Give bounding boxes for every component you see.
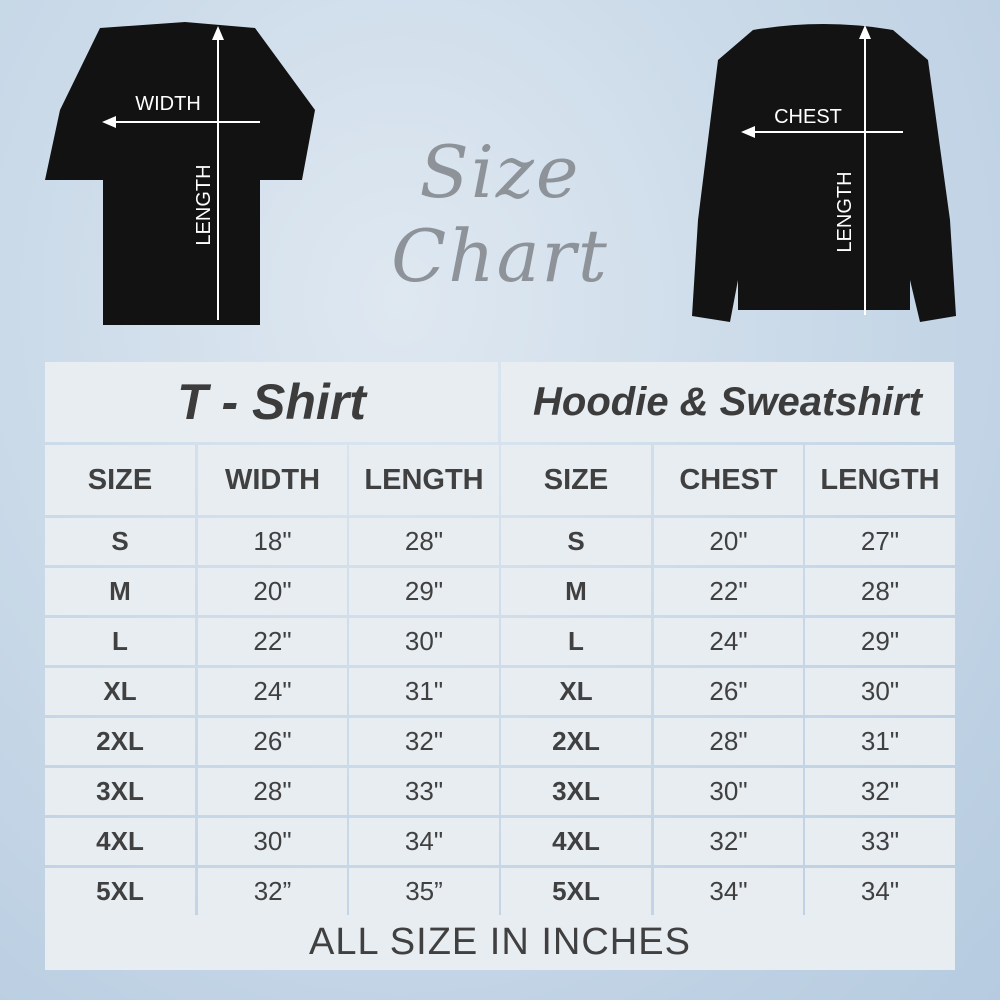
tshirt-row-size: 3XL — [45, 768, 195, 815]
units-note: ALL SIZE IN INCHES — [45, 915, 955, 970]
hoodie-title: Hoodie & Sweatshirt — [501, 362, 954, 442]
tshirt-row-value: 28" — [198, 768, 347, 815]
size-chart-heading: Size Chart — [391, 130, 609, 298]
tshirt-row-value: 31" — [349, 668, 499, 715]
hoodie-row-size: S — [501, 518, 651, 565]
tshirt-row-value: 32” — [198, 868, 347, 915]
hoodie-row-value: 34" — [654, 868, 803, 915]
hoodie-row-value: 28" — [654, 718, 803, 765]
hoodie-row-value: 26" — [654, 668, 803, 715]
tshirt-row-value: 33" — [349, 768, 499, 815]
hoodie-row-value: 31" — [805, 718, 955, 765]
hoodie-row-value: 20" — [654, 518, 803, 565]
hoodie-row-value: 32" — [805, 768, 955, 815]
length-label: LENGTH — [834, 171, 856, 252]
hoodie-row-value: 30" — [805, 668, 955, 715]
hoodie-row-value: 24" — [654, 618, 803, 665]
hoodie-row-size: L — [501, 618, 651, 665]
hoodie-row-value: 29" — [805, 618, 955, 665]
tshirt-row-value: 34" — [349, 818, 499, 865]
hoodie-row-value: 30" — [654, 768, 803, 815]
tshirt-row-size: XL — [45, 668, 195, 715]
hoodie-row-value: 22" — [654, 568, 803, 615]
tshirt-row-value: 30" — [349, 618, 499, 665]
tshirt-header-width: WIDTH — [198, 445, 347, 515]
width-label: WIDTH — [135, 93, 201, 115]
tshirt-row-value: 18" — [198, 518, 347, 565]
hoodie-row-size: 4XL — [501, 818, 651, 865]
tshirt-row-value: 30" — [198, 818, 347, 865]
tshirt-row-size: 5XL — [45, 868, 195, 915]
tshirt-title: T - Shirt — [45, 362, 498, 442]
hoodie-row-value: 34" — [805, 868, 955, 915]
tshirt-row-value: 29" — [349, 568, 499, 615]
tshirt-row-value: 22" — [198, 618, 347, 665]
hoodie-header-length: LENGTH — [805, 445, 955, 515]
tshirt-row-value: 32" — [349, 718, 499, 765]
hoodie-row-value: 32" — [654, 818, 803, 865]
tshirt-row-value: 26" — [198, 718, 347, 765]
sweatshirt-image: CHEST LENGTH — [692, 24, 956, 322]
hoodie-row-size: XL — [501, 668, 651, 715]
tshirt-row-value: 24" — [198, 668, 347, 715]
hoodie-row-value: 27" — [805, 518, 955, 565]
tshirt-row-value: 20" — [198, 568, 347, 615]
hoodie-row-value: 33" — [805, 818, 955, 865]
hoodie-row-size: M — [501, 568, 651, 615]
tshirt-image: WIDTH LENGTH — [45, 22, 315, 325]
hoodie-row-size: 5XL — [501, 868, 651, 915]
tshirt-header-length: LENGTH — [349, 445, 499, 515]
tshirt-row-size: 2XL — [45, 718, 195, 765]
hoodie-header-size: SIZE — [501, 445, 651, 515]
hoodie-row-size: 2XL — [501, 718, 651, 765]
length-label: LENGTH — [193, 164, 215, 245]
tshirt-header-size: SIZE — [45, 445, 195, 515]
tshirt-row-size: S — [45, 518, 195, 565]
chest-label: CHEST — [774, 106, 842, 128]
tshirt-row-value: 28" — [349, 518, 499, 565]
tshirt-row-size: M — [45, 568, 195, 615]
tshirt-row-size: 4XL — [45, 818, 195, 865]
hoodie-row-value: 28" — [805, 568, 955, 615]
hoodie-row-size: 3XL — [501, 768, 651, 815]
hoodie-header-chest: CHEST — [654, 445, 803, 515]
tshirt-row-size: L — [45, 618, 195, 665]
tshirt-row-value: 35” — [349, 868, 499, 915]
